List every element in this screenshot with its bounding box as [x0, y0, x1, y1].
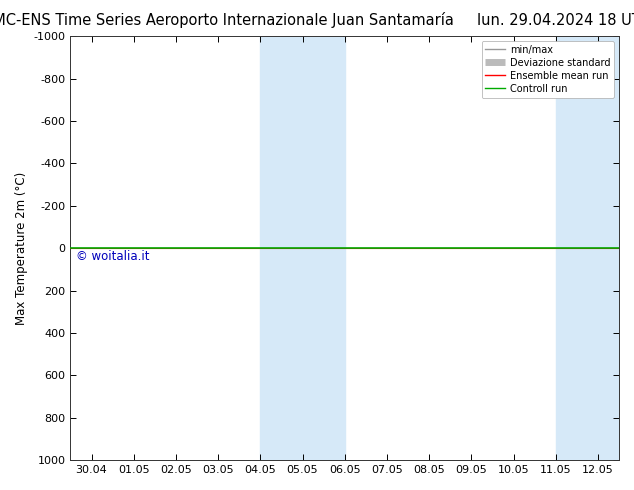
Bar: [261, 36, 345, 460]
Bar: [556, 36, 619, 460]
Y-axis label: Max Temperature 2m (°C): Max Temperature 2m (°C): [15, 172, 28, 325]
Text: © woitalia.it: © woitalia.it: [76, 250, 150, 263]
Text: CMC-ENS Time Series Aeroporto Internazionale Juan Santamaría     lun. 29.04.2024: CMC-ENS Time Series Aeroporto Internazio…: [0, 12, 634, 28]
Legend: min/max, Deviazione standard, Ensemble mean run, Controll run: min/max, Deviazione standard, Ensemble m…: [482, 41, 614, 98]
